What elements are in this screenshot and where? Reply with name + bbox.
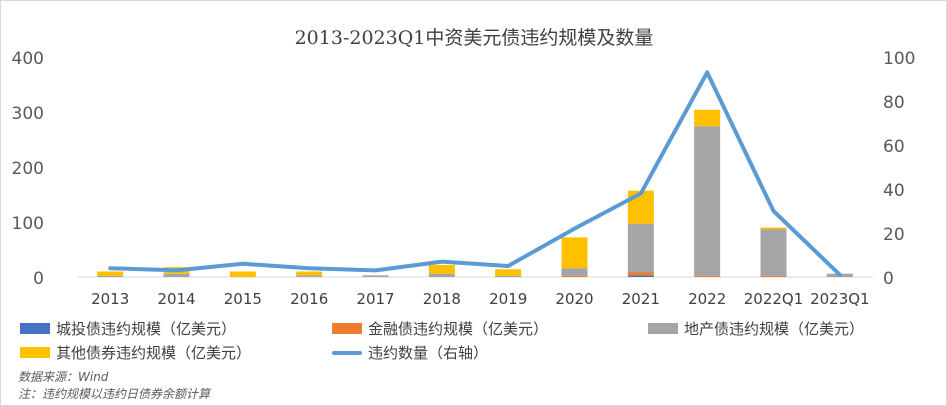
legend-item-qita: 其他债券违约规模（亿美元） (20, 342, 251, 363)
y-left-tick-label: 300 (12, 104, 44, 124)
bar-segment (694, 275, 721, 277)
bar-segment (694, 126, 721, 276)
bar-segment (694, 109, 721, 127)
bar-segment (627, 272, 654, 276)
bar-segment (428, 273, 455, 277)
chart-title: 2013-2023Q1中资美元债违约规模及数量 (295, 27, 654, 49)
bar-segment (561, 237, 588, 269)
line-point (772, 209, 775, 213)
x-tick-label: 2018 (423, 290, 461, 308)
y-right-tick-label: 80 (883, 93, 905, 113)
line-point (175, 268, 178, 272)
bar-segment (428, 264, 455, 274)
line-point (440, 260, 444, 264)
bar-segment (627, 275, 654, 277)
x-tick-label: 2019 (489, 290, 527, 308)
y-right-tick-label: 20 (883, 225, 905, 245)
footnote: 注：违约规模以违约日债券余额计算 (18, 387, 211, 401)
x-tick-label: 2015 (224, 290, 262, 308)
x-tick-label: 2017 (356, 290, 394, 308)
line-series-path (108, 70, 842, 277)
x-tick-label: 2016 (290, 290, 328, 308)
bar-segment (760, 275, 787, 277)
legend-swatch-chengtou (20, 323, 50, 334)
legend-swatch-dichan (648, 323, 678, 334)
bar-segment (296, 275, 323, 277)
legend-swatch-jinrong (332, 323, 362, 334)
y-right-tick-label: 60 (883, 137, 905, 157)
legend-item-count: 违约数量（右轴） (332, 342, 488, 363)
x-tick-label: 2021 (622, 290, 660, 308)
y-left-tick-label: 200 (12, 159, 44, 179)
axes: 0 100 200 300 400 0 20 40 60 80 100 2013 2014 2015 201… (12, 49, 916, 308)
y-left-tick-label: 400 (12, 49, 44, 69)
y-left-tick-label: 100 (12, 214, 44, 234)
x-tick-label: 2014 (157, 290, 195, 308)
legend-label-chengtou: 城投债违约规模（亿美元） (56, 320, 237, 338)
bar-segment (627, 223, 654, 273)
y-left-tick-label: 0 (33, 269, 44, 289)
bar-segment (495, 275, 522, 277)
line-point (506, 264, 510, 268)
source-note: 数据来源：Wind (18, 370, 109, 384)
bar-series (97, 109, 853, 277)
legend-swatch-count (332, 350, 362, 355)
bar-segment (163, 273, 190, 277)
line-series (108, 70, 842, 277)
x-tick-label: 2022 (688, 290, 726, 308)
line-point (838, 273, 842, 277)
legend-label-qita: 其他债券违约规模（亿美元） (56, 344, 252, 362)
bar-segment (760, 227, 787, 230)
line-point (241, 262, 245, 266)
bar-segment (561, 275, 588, 277)
line-point (639, 191, 643, 195)
legend-label-jinrong: 金融债违约规模（亿美元） (368, 320, 549, 338)
x-tick-label: 2020 (555, 290, 593, 308)
y-right-tick-label: 0 (883, 269, 894, 289)
legend-item-dichan: 地产债违约规模（亿美元） (648, 318, 864, 339)
legend-item-jinrong: 金融债违约规模（亿美元） (332, 318, 548, 339)
line-point (705, 70, 709, 74)
bar-segment (296, 271, 323, 276)
y-right-tick-label: 100 (883, 49, 915, 69)
bar-segment (97, 271, 124, 276)
y-right-tick-label: 40 (883, 181, 905, 201)
legend-swatch-qita (20, 347, 50, 358)
bar-segment (97, 275, 124, 277)
x-tick-label: 2022Q1 (744, 290, 804, 308)
line-point (573, 227, 576, 231)
bar-segment (495, 269, 522, 276)
x-tick-label: 2023Q1 (810, 290, 870, 308)
bar-segment (229, 271, 256, 277)
line-point (108, 266, 112, 270)
bar-segment (760, 229, 787, 276)
line-point (374, 268, 377, 272)
legend-label-dichan: 地产债违约规模（亿美元） (684, 320, 865, 338)
legend-label-count: 违约数量（右轴） (368, 344, 489, 362)
x-tick-label: 2013 (91, 290, 129, 308)
bar-segment (561, 268, 588, 276)
bar-segment (362, 275, 389, 277)
legend-item-chengtou: 城投债违约规模（亿美元） (20, 318, 236, 339)
line-point (307, 266, 311, 270)
